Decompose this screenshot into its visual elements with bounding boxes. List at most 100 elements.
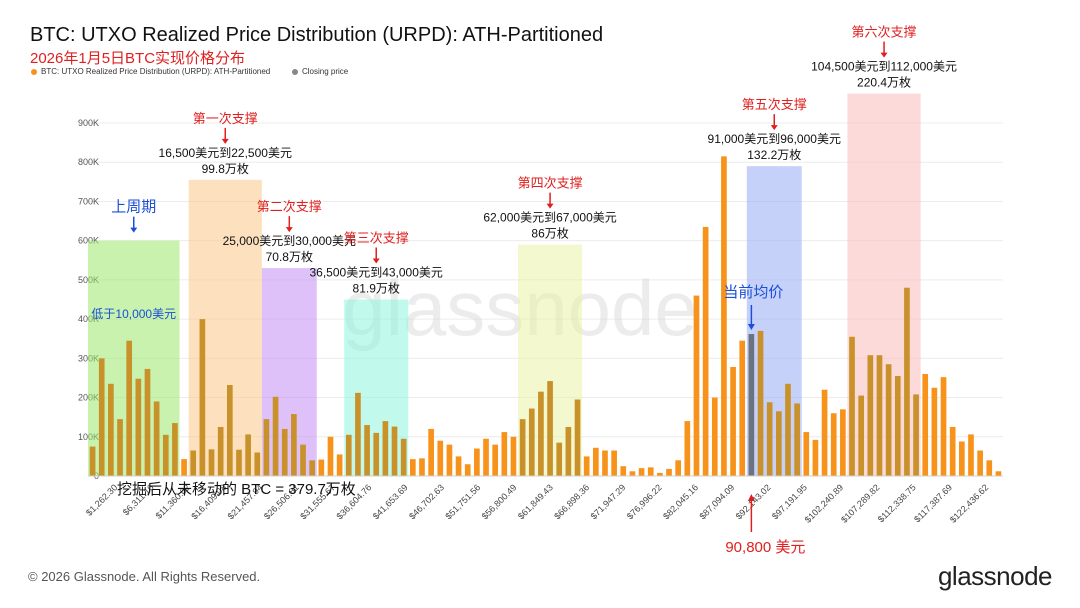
bar [620, 466, 627, 476]
support-zone [261, 268, 317, 476]
bar [556, 442, 563, 476]
bar [986, 460, 993, 476]
bar [538, 391, 544, 476]
closing-price-label: 90,800 美元 [725, 539, 805, 556]
chart-title: BTC: UTXO Realized Price Distribution (U… [30, 24, 604, 46]
bar [757, 330, 764, 476]
x-tick-label: $1,262.30 [84, 482, 119, 517]
bar [474, 448, 480, 476]
x-tick-label: $71,947.29 [589, 482, 628, 521]
bar [666, 468, 672, 476]
bar [629, 471, 636, 476]
bar [702, 226, 709, 476]
bar [858, 395, 865, 476]
bar [409, 459, 416, 476]
bar [977, 450, 983, 476]
bar [245, 434, 251, 476]
bar [510, 436, 517, 476]
bar [153, 401, 160, 476]
zone-arrow-head [372, 258, 380, 264]
y-tick-label: 800K [78, 157, 99, 167]
unmoved-btc-label: 挖掘后从未移动的 BTC = 379.7万枚 [117, 481, 356, 498]
y-tick-label: 700K [78, 196, 99, 206]
bar [675, 460, 682, 476]
bar [766, 402, 773, 476]
bar [492, 444, 499, 476]
x-tick-label: $87,094.09 [697, 482, 736, 521]
zone-amount-label: 99.8万枚 [202, 161, 249, 176]
zone-amount-label: 220.4万枚 [857, 75, 911, 90]
zone-range-label: 36,500美元到43,000美元 [310, 266, 443, 280]
bar [345, 434, 352, 476]
bar [199, 319, 206, 476]
bar [931, 387, 938, 476]
zone-amount-label: 70.8万枚 [266, 249, 313, 264]
bar [812, 439, 819, 476]
bar [437, 440, 444, 476]
bar [464, 464, 471, 476]
bar [602, 450, 608, 476]
bar [904, 287, 910, 476]
bar [519, 419, 526, 476]
bar [803, 432, 810, 476]
zone-range-label: 91,000美元到96,000美元 [708, 132, 841, 146]
bar [785, 383, 791, 476]
bar [913, 394, 919, 476]
bar [117, 419, 123, 476]
bar [611, 450, 617, 476]
bar [958, 441, 965, 476]
bar [821, 389, 828, 476]
bar [263, 419, 270, 476]
bar [638, 468, 645, 476]
bar [483, 438, 489, 476]
bar [794, 403, 800, 476]
bar [254, 452, 261, 476]
footer-copyright: © 2026 Glassnode. All Rights Reserved. [28, 569, 261, 584]
x-tick-label: $76,996.22 [625, 482, 664, 521]
legend-dot-closing-icon [292, 68, 298, 75]
zone-inner-label: 低于10,000美元 [91, 307, 176, 321]
bar [693, 295, 700, 476]
bar [446, 444, 453, 476]
bar [592, 447, 599, 476]
zone-range-label: 16,500美元到22,500美元 [159, 146, 292, 160]
bar [108, 383, 114, 476]
x-tick-label: $56,800.49 [480, 482, 519, 521]
x-tick-label: $51,751.56 [443, 482, 482, 521]
legend-label-urpd: BTC: UTXO Realized Price Distribution (U… [41, 67, 271, 76]
bar [428, 428, 434, 476]
bar [236, 449, 242, 476]
bar [501, 432, 508, 476]
bar [291, 414, 297, 476]
bar [684, 421, 691, 476]
bar [949, 426, 956, 476]
bar [775, 411, 782, 476]
bar [190, 450, 197, 476]
bar [318, 459, 325, 476]
legend-item-closing[interactable]: Closing price [292, 67, 348, 76]
bar [711, 397, 718, 476]
zone-title-label: 上周期 [111, 199, 156, 216]
legend-dot-urpd-icon [31, 68, 37, 75]
bar [373, 432, 380, 476]
zone-arrow-head [880, 52, 888, 58]
bar [748, 334, 755, 476]
zone-arrow-head [285, 227, 293, 233]
legend-item-urpd[interactable]: BTC: UTXO Realized Price Distribution (U… [31, 67, 270, 76]
bar [830, 413, 837, 476]
bar [840, 409, 846, 476]
closing-arrow-head [747, 494, 755, 501]
zone-amount-label: 132.2万枚 [747, 147, 801, 162]
zone-title-label: 第四次支撑 [518, 176, 583, 191]
legend-label-closing: Closing price [302, 67, 349, 76]
x-tick-label: $107,289.82 [839, 482, 881, 524]
bar [135, 378, 142, 476]
bar [400, 438, 407, 476]
bar [867, 355, 874, 476]
bar [647, 467, 654, 476]
x-tick-label: $41,653.69 [371, 482, 410, 521]
bar [217, 426, 224, 476]
x-tick-label: $122,436.62 [948, 482, 990, 524]
zone-range-label: 25,000美元到30,000美元 [223, 234, 356, 248]
current-avg-arrow-head [747, 324, 755, 330]
